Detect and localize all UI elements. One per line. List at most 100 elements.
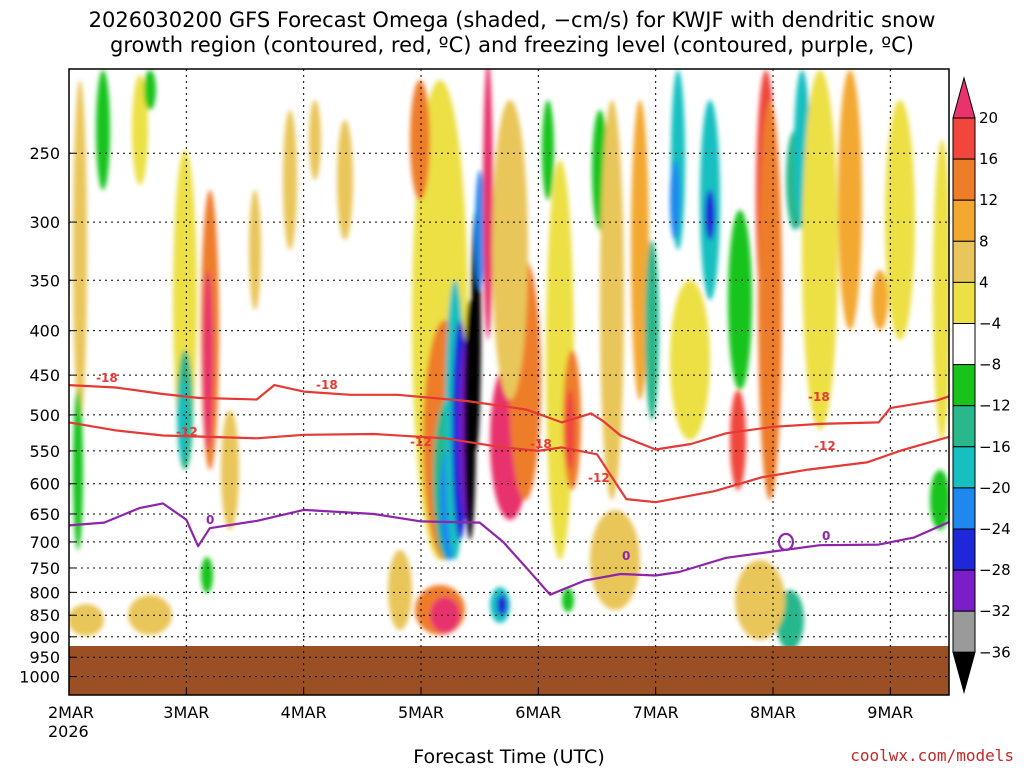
omega-blob: [475, 170, 485, 290]
colorbar-label: −36: [979, 643, 1011, 661]
colorbar-swatch: [952, 569, 976, 612]
omega-blob: [802, 70, 838, 430]
colorbar-swatch: [952, 281, 976, 324]
omega-blob: [249, 190, 261, 310]
x-tick-label: 6MAR: [515, 703, 561, 722]
omega-blob: [670, 280, 710, 440]
contour-line-1: [69, 421, 949, 504]
x-tick-label: 3MAR: [163, 703, 209, 722]
colorbar-label: 8: [979, 232, 989, 250]
colorbar-label: −16: [979, 438, 1011, 456]
chart-title-line-1: 2026030200 GFS Forecast Omega (shaded, −…: [89, 8, 936, 32]
contour-label: -12: [410, 435, 432, 449]
y-tick-label: 350: [29, 271, 60, 290]
omega-blob: [178, 380, 188, 460]
omega-blob: [128, 595, 172, 635]
colorbar-swatch: [952, 117, 976, 160]
plot-frame: [68, 68, 950, 696]
contour-label: -18: [96, 371, 118, 385]
contour-label: -18: [808, 390, 830, 404]
y-tick-label: 250: [29, 144, 60, 163]
colorbar-bottom-arrow: [952, 651, 976, 695]
contour-label: -12: [814, 439, 836, 453]
x-tick-label: 5MAR: [398, 703, 444, 722]
colorbar-label: 4: [979, 273, 989, 291]
omega-blob: [497, 595, 507, 615]
contours: [69, 384, 949, 596]
omega-blob: [201, 557, 213, 593]
y-tick-label: 450: [29, 366, 60, 385]
omega-blob: [590, 510, 640, 610]
contour-line-0: [69, 384, 949, 451]
y-tick-label: 700: [29, 533, 60, 552]
colorbar-swatch: [952, 487, 976, 530]
omega-blob: [144, 70, 156, 110]
y-tick-label: 950: [29, 648, 60, 667]
colorbar-label: −4: [979, 315, 1001, 333]
contour-line-2: [69, 502, 949, 596]
colorbar-swatch: [952, 610, 976, 653]
x-tick-label: 8MAR: [750, 703, 796, 722]
omega-blob: [388, 550, 412, 630]
colorbar-swatch: [952, 199, 976, 242]
y-tick-label: 550: [29, 442, 60, 461]
y-tick-label: 800: [29, 583, 60, 602]
omega-blob: [309, 100, 321, 180]
y-tick-label: 300: [29, 213, 60, 232]
contour-label: -18: [530, 437, 552, 451]
omega-blob: [203, 270, 213, 450]
contour-label: -18: [316, 378, 338, 392]
x-tick-label: 9MAR: [867, 703, 913, 722]
omega-blob: [758, 100, 782, 500]
omega-blob: [645, 240, 659, 420]
omega-blob: [885, 100, 915, 340]
colorbar: 20 16 12 8 4 −4 −8 −12 −16 −20 −24 −28 −32 −36: [952, 76, 1011, 695]
omega-blob: [930, 470, 949, 530]
omega-blob: [565, 390, 575, 470]
y-axis: 250 300 350 400 450 500 550 600 650 700 750 800 850 9…: [19, 144, 75, 687]
colorbar-label: 12: [979, 191, 998, 209]
contour-label: 0: [206, 513, 214, 527]
omega-blob: [132, 75, 148, 185]
y-tick-label: 650: [29, 505, 60, 524]
colorbar-label: −28: [979, 561, 1011, 579]
omega-blob: [670, 160, 680, 240]
omega-blob: [492, 100, 528, 400]
omega-blob: [410, 80, 430, 200]
contour-labels: -18 -18 -18 -18 -12 -12 -12 -12 0 0 0: [96, 371, 836, 563]
omega-blob: [838, 70, 862, 330]
omega-blob: [872, 270, 888, 330]
y-tick-label: 500: [29, 406, 60, 425]
colorbar-swatch: [952, 158, 976, 201]
grid: [69, 69, 949, 695]
colorbar-swatch: [952, 240, 976, 283]
colorbar-label: −24: [979, 520, 1011, 538]
omega-blob: [283, 110, 297, 250]
x-axis-label: Forecast Time (UTC): [413, 746, 604, 768]
omega-blob: [69, 604, 104, 636]
omega-blob: [221, 410, 239, 530]
colorbar-label: 16: [979, 150, 998, 168]
colorbar-label: 20: [979, 109, 998, 127]
chart-title-line-2: growth region (contoured, red, ºC) and f…: [110, 33, 914, 57]
y-tick-label: 1000: [19, 668, 60, 687]
colorbar-label: −32: [979, 602, 1011, 620]
colorbar-swatch: [952, 323, 976, 366]
contour-label: -12: [176, 425, 198, 439]
omega-blob: [337, 120, 353, 240]
colorbar-label: −12: [979, 397, 1011, 415]
x-axis: 2MAR 3MAR 4MAR 5MAR 6MAR 7MAR 8MAR 9MAR: [48, 689, 913, 722]
colorbar-swatch: [952, 405, 976, 448]
y-tick-label: 600: [29, 475, 60, 494]
contour-label: -12: [588, 471, 610, 485]
omega-blob: [96, 70, 110, 190]
y-tick-label: 900: [29, 628, 60, 647]
contour-loop: [777, 532, 795, 552]
colorbar-label: −8: [979, 356, 1001, 374]
omega-blob: [735, 560, 785, 640]
omega-blob: [562, 588, 574, 612]
omega-blob: [933, 140, 949, 440]
omega-blob: [705, 190, 715, 240]
x-tick-label: 4MAR: [281, 703, 327, 722]
